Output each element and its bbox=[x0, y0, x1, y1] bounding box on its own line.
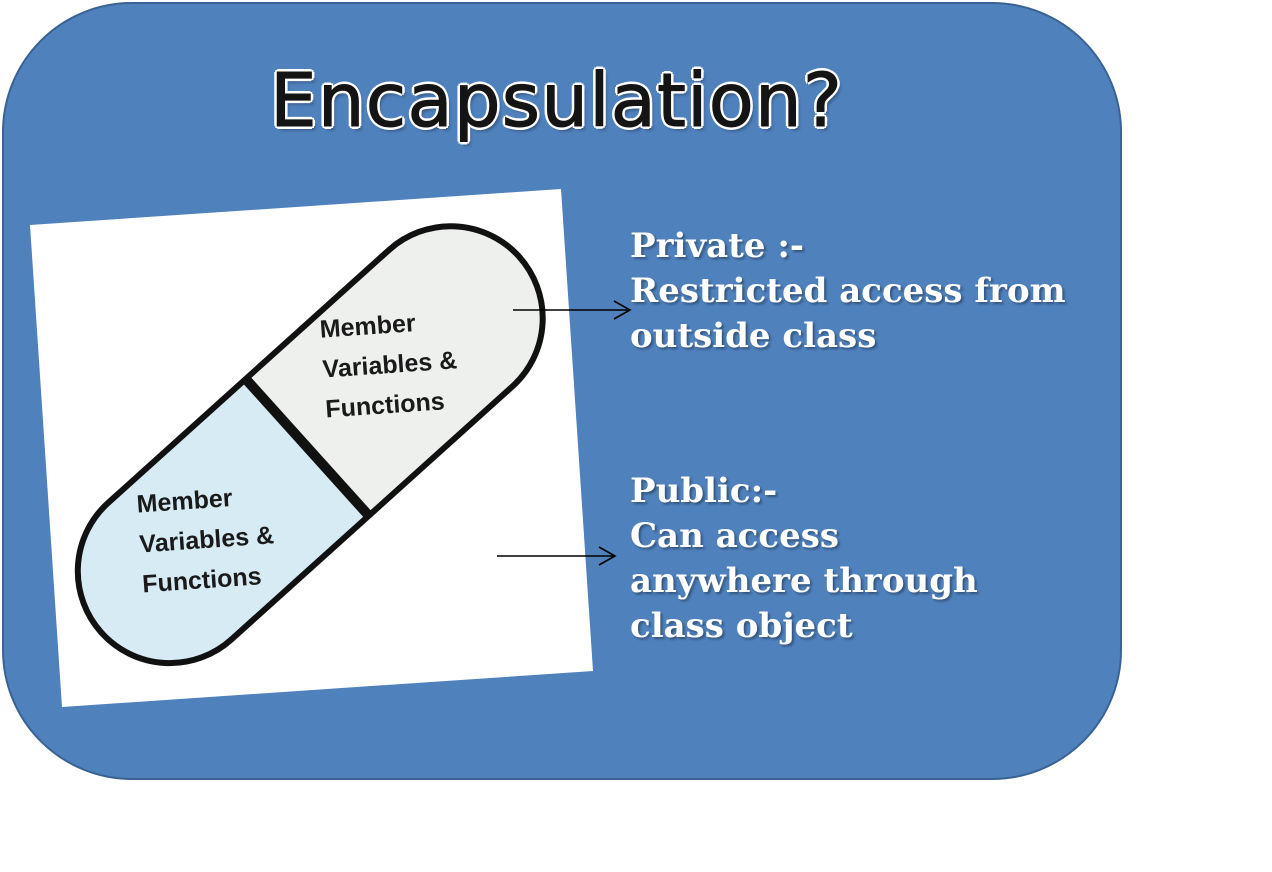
capsule-divider bbox=[242, 375, 373, 520]
private-label: Private :- Restricted access from outsid… bbox=[630, 224, 1066, 359]
public-description-line-1: Can access bbox=[630, 516, 839, 556]
private-description-line-2: outside class bbox=[630, 316, 877, 356]
capsule-diagram-svg: Member Variables & Functions Member Vari… bbox=[30, 189, 593, 707]
private-description-line-1: Restricted access from bbox=[630, 271, 1066, 311]
public-description-line-2: anywhere through bbox=[630, 561, 978, 601]
public-label: Public:- Can access anywhere through cla… bbox=[630, 469, 978, 649]
lower-text-line-1: Member bbox=[136, 484, 234, 519]
slide-title: Encapsulation? bbox=[269, 58, 844, 145]
private-heading: Private :- bbox=[630, 226, 805, 266]
capsule-diagram: Member Variables & Functions Member Vari… bbox=[30, 189, 595, 709]
public-description-line-3: class object bbox=[630, 606, 853, 646]
capsule-private-half bbox=[245, 226, 543, 516]
capsule-public-half bbox=[77, 378, 369, 664]
upper-text-line-1: Member bbox=[319, 309, 417, 344]
public-heading: Public:- bbox=[630, 471, 778, 511]
